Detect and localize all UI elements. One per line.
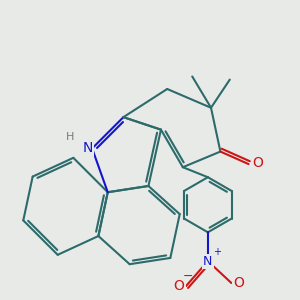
Text: N: N [203,255,213,268]
Text: +: + [213,247,221,257]
Text: O: O [233,276,244,290]
Text: O: O [252,155,263,170]
Text: H: H [65,133,74,142]
Text: N: N [82,141,93,155]
Text: −: − [182,270,193,283]
Text: O: O [174,279,184,293]
